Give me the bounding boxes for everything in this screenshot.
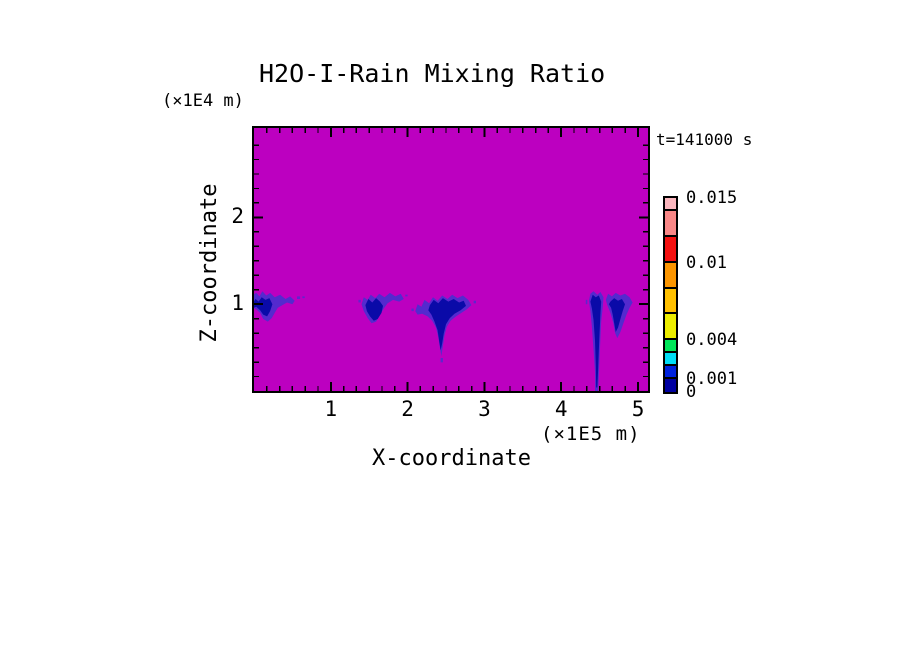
rain-cell-1-core — [254, 297, 273, 317]
colorbar-label: 0.004 — [686, 330, 738, 351]
colorbar-segment — [665, 314, 676, 341]
z-tick-label: 2 — [231, 204, 244, 229]
rain-cell-5-core — [608, 298, 625, 332]
rain-speck — [302, 296, 305, 299]
colorbar-segment — [665, 366, 676, 379]
chart-title: H2O-I-Rain Mixing Ratio — [259, 59, 606, 88]
x-tick-label: 2 — [401, 397, 414, 421]
heatmap-svg — [254, 128, 648, 391]
colorbar-segment — [665, 353, 676, 367]
rain-speck — [405, 294, 408, 297]
colorbar-label: 0.001 — [686, 369, 738, 390]
x-axis-label: X-coordinate — [372, 446, 531, 471]
x-tick-label: 4 — [554, 397, 568, 421]
colorbar-label: 0.015 — [686, 188, 738, 208]
colorbar-segment — [665, 378, 676, 392]
colorbar — [663, 196, 678, 394]
rain-speck — [585, 299, 588, 305]
rain-cell-2-core — [365, 298, 383, 321]
colorbar-segment — [665, 236, 676, 263]
colorbar-segment — [665, 340, 676, 354]
colorbar-label: 0.01 — [686, 252, 727, 273]
rain-speck — [297, 296, 301, 299]
x-axis-unit-label: (×1E5 m) — [541, 423, 641, 445]
z-tick-label: 1 — [231, 291, 244, 316]
colorbar-segment — [665, 210, 676, 237]
rain-speck — [411, 308, 414, 312]
x-tick-label: 1 — [324, 397, 338, 421]
colorbar-segment — [665, 288, 676, 315]
z-axis-unit-label: (×1E4 m) — [162, 91, 244, 111]
heatmap-plot-area — [252, 126, 650, 393]
colorbar-segment — [665, 198, 676, 211]
rain-cell-3-core — [428, 298, 466, 351]
colorbar-segment — [665, 262, 676, 289]
rain-speck — [473, 300, 476, 304]
x-tick-label: 5 — [631, 397, 645, 421]
x-tick-label: 3 — [478, 397, 491, 421]
rain-shaft-4-core — [590, 294, 602, 388]
time-annotation: t=141000 s — [656, 130, 753, 149]
colorbar-label: 0 — [686, 382, 697, 402]
rain-speck — [358, 299, 361, 303]
rain-speck — [440, 358, 443, 363]
z-axis-label: Z-coordinate — [197, 183, 222, 343]
